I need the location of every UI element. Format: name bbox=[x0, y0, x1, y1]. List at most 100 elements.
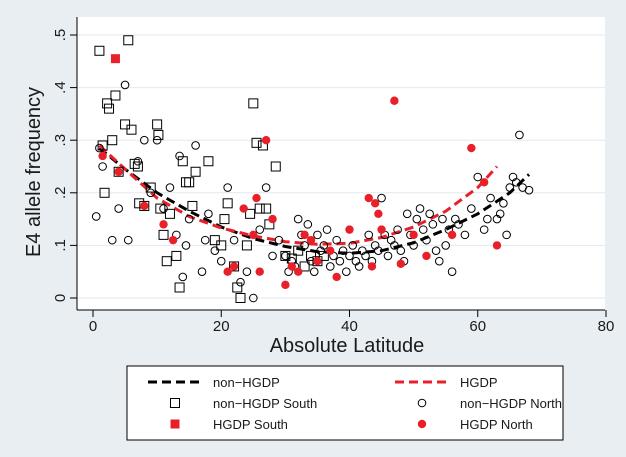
non-hgdp-north-point bbox=[274, 235, 284, 245]
non-hgdp-north-point bbox=[223, 183, 232, 192]
hgdp-north-point bbox=[249, 230, 258, 240]
non-hgdp-south-point bbox=[174, 282, 185, 293]
non-hgdp-north-point bbox=[511, 177, 521, 187]
non-hgdp-north-point bbox=[146, 188, 156, 198]
non-hgdp-south-point bbox=[164, 208, 175, 219]
non-hgdp-south-point bbox=[254, 203, 265, 214]
non-hgdp-north-point bbox=[454, 220, 463, 229]
non-hgdp-south-point bbox=[251, 137, 262, 148]
non-hgdp-south-point bbox=[177, 156, 188, 167]
non-hgdp-north-point bbox=[460, 230, 470, 240]
non-hgdp-north-point bbox=[178, 272, 188, 282]
non-hgdp-north-point bbox=[390, 241, 399, 250]
hgdp-north-point bbox=[364, 193, 373, 203]
non-hgdp-north-point bbox=[133, 156, 143, 166]
non-hgdp-south-point bbox=[248, 98, 259, 109]
hgdp-north-point bbox=[492, 241, 502, 250]
non-hgdp-north-point bbox=[200, 235, 210, 245]
non-hgdp-north-point bbox=[499, 199, 508, 208]
non-hgdp-north-point bbox=[447, 267, 457, 277]
hgdp-north-point bbox=[229, 262, 239, 271]
x-axis-title: Absolute Latitude bbox=[270, 335, 425, 357]
non-hgdp-north-point bbox=[242, 267, 252, 277]
hgdp-south-point bbox=[110, 54, 120, 64]
non-hgdp-north-point bbox=[236, 277, 245, 287]
non-hgdp-south-point bbox=[299, 261, 310, 272]
non-hgdp-south-point bbox=[318, 250, 329, 261]
non-hgdp-north-point bbox=[181, 241, 191, 250]
non-hgdp-north-point bbox=[319, 241, 329, 250]
non-hgdp-south-point bbox=[209, 235, 220, 246]
legend-box bbox=[126, 365, 564, 441]
hgdp-north-point bbox=[252, 193, 261, 203]
non-hgdp-north-point bbox=[441, 241, 450, 250]
y-tick-label: .1 bbox=[52, 239, 69, 252]
non-hgdp-south-point bbox=[158, 229, 169, 240]
non-hgdp-south-point bbox=[139, 200, 150, 211]
non-hgdp-south-point bbox=[187, 200, 198, 211]
non-hgdp-north-point bbox=[515, 130, 524, 140]
non-hgdp-south-point bbox=[107, 135, 118, 146]
non-hgdp-north-point bbox=[191, 141, 200, 150]
non-hgdp-south-point bbox=[184, 177, 195, 188]
hgdp-north-point bbox=[367, 262, 377, 271]
non-hgdp-north-point bbox=[152, 135, 162, 145]
non-hgdp-south-point bbox=[113, 166, 124, 177]
non-hgdp-south-point bbox=[99, 187, 110, 198]
plot-area bbox=[77, 17, 605, 310]
non-hgdp-south-point bbox=[280, 250, 291, 261]
non-hgdp-north-point bbox=[184, 214, 194, 224]
non-hgdp-north-point bbox=[341, 267, 351, 277]
non-hgdp-north-point bbox=[396, 246, 406, 255]
hgdp-north-point bbox=[467, 143, 476, 153]
non-hgdp-south-point bbox=[219, 214, 230, 225]
non-hgdp-north-point bbox=[473, 172, 483, 182]
non-hgdp-south-point bbox=[190, 166, 201, 177]
non-hgdp-north-point bbox=[486, 193, 495, 203]
non-hgdp-north-point bbox=[377, 193, 386, 203]
x-tick-label: 40 bbox=[341, 318, 358, 335]
y-tick-label: .5 bbox=[52, 29, 69, 42]
hgdp-north-point bbox=[409, 230, 418, 240]
legend-label-non-hgdp-line: non−HGDP bbox=[213, 375, 280, 390]
x-tick-label: 60 bbox=[469, 318, 486, 335]
non-hgdp-north-point bbox=[412, 214, 422, 224]
hgdp-north-point bbox=[159, 220, 168, 229]
non-hgdp-south-point bbox=[235, 293, 246, 303]
non-hgdp-north-point bbox=[332, 235, 341, 245]
hgdp-north-point bbox=[447, 230, 457, 240]
hgdp-north-point bbox=[294, 267, 303, 276]
non-hgdp-south-point bbox=[261, 203, 272, 214]
non-hgdp-north-point bbox=[409, 241, 418, 250]
legend-label-hgdp-south: HGDP South bbox=[213, 417, 288, 432]
legend-swatch-hgdp-south bbox=[170, 419, 180, 429]
legend-label-hgdp-line: HGDP bbox=[460, 375, 498, 390]
hgdp-north-point bbox=[255, 267, 264, 276]
gridlines bbox=[77, 34, 605, 299]
non-hgdp-north-point bbox=[383, 251, 393, 261]
non-hgdp-south-point bbox=[312, 256, 323, 267]
non-hgdp-north-point bbox=[255, 225, 265, 234]
non-hgdp-south-point bbox=[216, 240, 227, 251]
non-hgdp-south-point bbox=[153, 129, 164, 140]
non-hgdp-north-point bbox=[309, 267, 319, 277]
non-hgdp-south-point bbox=[126, 124, 137, 135]
hgdp-north-point bbox=[281, 280, 290, 290]
non-hgdp-north-point bbox=[197, 267, 207, 277]
non-hgdp-north-point bbox=[479, 225, 489, 234]
non-hgdp-south-point bbox=[104, 103, 115, 114]
hgdp-north-point bbox=[326, 246, 335, 255]
non-hgdp-north-point bbox=[123, 235, 133, 245]
y-tick-label: .3 bbox=[52, 134, 69, 147]
hgdp-north-point bbox=[114, 167, 123, 176]
non-hgdp-north-point bbox=[418, 225, 428, 234]
hgdp-north-point bbox=[223, 267, 232, 276]
non-hgdp-south-point bbox=[120, 119, 131, 130]
non-hgdp-north-point bbox=[393, 225, 402, 234]
hgdp-north-point bbox=[374, 209, 383, 219]
non-hgdp-north-point bbox=[364, 230, 374, 240]
non-hgdp-south-point bbox=[171, 250, 182, 261]
hgdp-north-point bbox=[377, 225, 386, 234]
non-hgdp-north-point bbox=[524, 185, 534, 195]
